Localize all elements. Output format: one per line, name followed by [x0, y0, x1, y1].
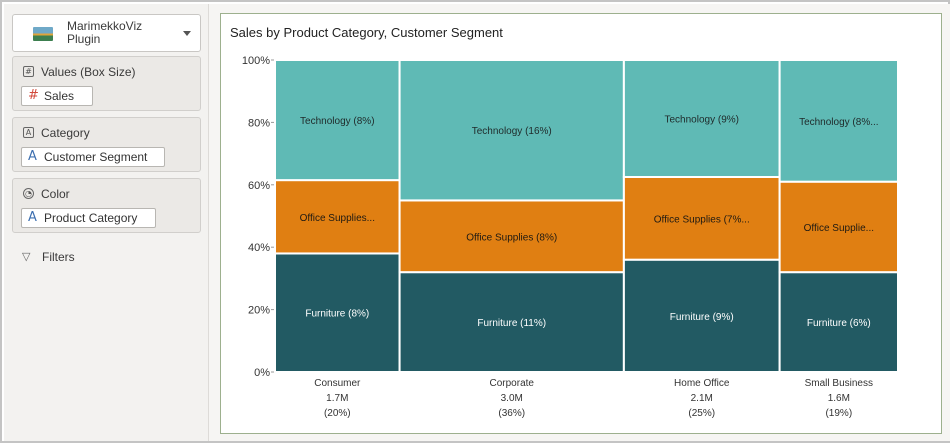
x-category-label: Corporate — [490, 378, 535, 389]
y-tick-label: 80% — [248, 117, 270, 129]
grammar-panel: MarimekkoViz Plugin # Values (Box Size) … — [4, 4, 209, 441]
x-share-label: (25%) — [688, 408, 715, 419]
filters-label: Filters — [42, 250, 75, 264]
funnel-icon: ▽ — [22, 250, 31, 263]
y-tick-label: 40% — [248, 242, 270, 254]
x-category-label: Small Business — [805, 378, 873, 389]
values-well[interactable]: # Values (Box Size) # Sales — [12, 56, 201, 111]
chart-title: Sales by Product Category, Customer Segm… — [230, 25, 503, 40]
segment-data-label: Furniture (8%) — [305, 309, 369, 320]
attribute-text-icon: A — [28, 210, 37, 225]
bar-segment-furniture[interactable] — [622, 258, 781, 373]
segment-data-label: Furniture (6%) — [807, 318, 871, 329]
bar-segment-furniture[interactable] — [274, 252, 401, 373]
customer-segment-pill-label: Customer Segment — [44, 150, 148, 164]
marimekko-chart[interactable]: 0% 20% 40% 60% 80% 100% Furniture (8%) Office S… — [221, 14, 943, 435]
segment-data-label: Technology (16%) — [472, 126, 552, 137]
bar-segment-office-supplies[interactable] — [622, 176, 781, 261]
category-well-title: Category — [41, 126, 90, 140]
x-share-label: (36%) — [498, 408, 525, 419]
color-well-title: Color — [41, 187, 70, 201]
segment-data-label: Office Supplies (8%) — [466, 232, 557, 243]
plugin-label-line2: Plugin — [67, 32, 101, 46]
plugin-thumbnail-icon — [33, 27, 53, 41]
text-box-icon: A — [23, 127, 34, 138]
x-share-label: (20%) — [324, 408, 351, 419]
canvas-panel: Sales by Product Category, Customer Segm… — [209, 4, 950, 441]
attribute-text-icon: A — [28, 149, 37, 164]
category-well[interactable]: A Category A Customer Segment — [12, 117, 201, 172]
product-category-pill[interactable]: A Product Category — [21, 208, 156, 228]
plugin-selector[interactable]: MarimekkoViz Plugin — [12, 14, 201, 52]
sales-pill-label: Sales — [44, 89, 75, 103]
plugin-label-line1: MarimekkoViz — [67, 19, 143, 33]
hash-icon: # — [23, 66, 34, 77]
segment-data-label: Office Supplies... — [300, 213, 375, 224]
y-tick-label: 0% — [254, 367, 270, 379]
segment-data-label: Office Supplie... — [804, 223, 874, 234]
palette-icon: ◔ — [23, 188, 34, 199]
segment-data-label: Furniture (11%) — [477, 318, 546, 329]
product-category-pill-label: Product Category — [44, 211, 138, 225]
segment-data-label: Furniture (9%) — [670, 312, 734, 323]
segment-data-label: Office Supplies (7%... — [654, 214, 750, 225]
segment-data-label: Technology (8%... — [799, 117, 879, 128]
values-well-title: Values (Box Size) — [41, 65, 136, 79]
x-category-label: Home Office — [674, 378, 730, 389]
customer-segment-pill[interactable]: A Customer Segment — [21, 147, 165, 167]
chart-card[interactable]: Sales by Product Category, Customer Segm… — [220, 13, 942, 434]
measure-hash-icon: # — [28, 88, 39, 103]
x-total-label: 1.7M — [326, 393, 348, 404]
color-well[interactable]: ◔ Color A Product Category — [12, 178, 201, 233]
bar-segment-furniture[interactable] — [778, 271, 900, 373]
x-share-label: (19%) — [825, 408, 852, 419]
y-tick-label: 100% — [242, 55, 270, 67]
plugin-label: MarimekkoViz Plugin — [67, 20, 142, 46]
bar-segment-office-supplies[interactable] — [778, 180, 900, 274]
bar-segment-technology[interactable] — [778, 59, 900, 183]
x-total-label: 2.1M — [691, 393, 713, 404]
x-total-label: 1.6M — [828, 393, 850, 404]
sales-pill[interactable]: # Sales — [21, 86, 93, 106]
y-tick-label: 60% — [248, 180, 270, 192]
chevron-down-icon[interactable] — [183, 31, 191, 36]
y-tick-label: 20% — [248, 305, 270, 317]
x-total-label: 3.0M — [501, 393, 523, 404]
segment-data-label: Technology (9%) — [665, 115, 739, 126]
bar-segment-technology[interactable] — [398, 59, 625, 202]
segment-data-label: Technology (8%) — [300, 116, 374, 127]
x-category-label: Consumer — [314, 378, 361, 389]
